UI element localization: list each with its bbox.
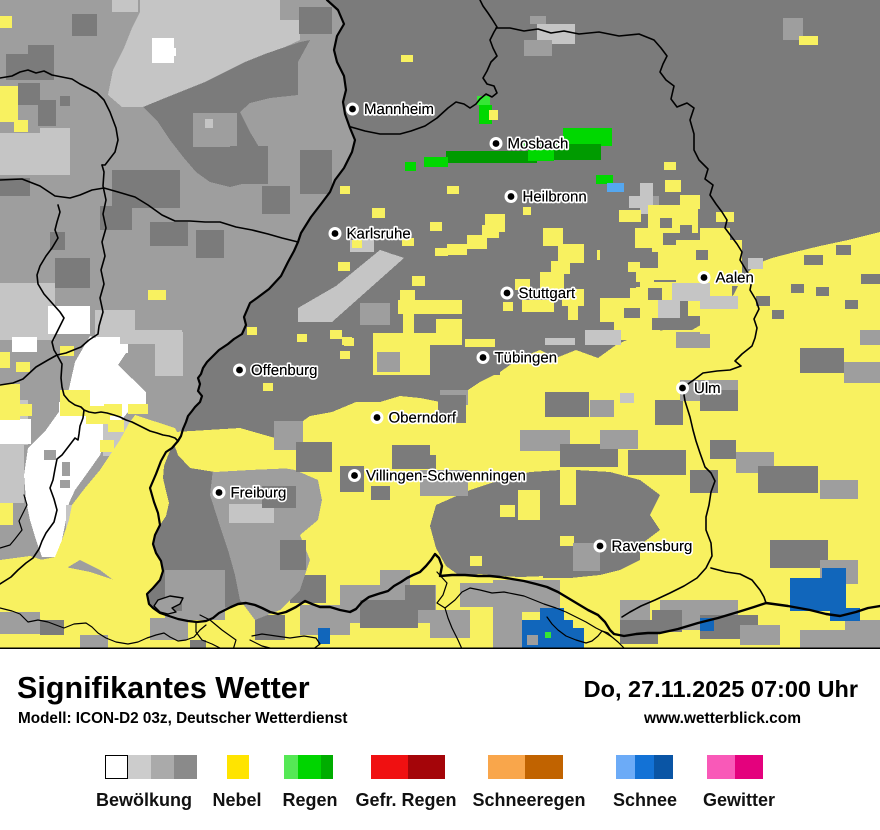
svg-text:Oberndorf: Oberndorf: [389, 410, 457, 427]
svg-text:Ravensburg: Ravensburg: [612, 538, 693, 555]
svg-text:Freiburg: Freiburg: [231, 485, 287, 502]
svg-text:Aalen: Aalen: [716, 270, 754, 287]
svg-text:Karlsruhe: Karlsruhe: [347, 226, 411, 243]
svg-text:Mosbach: Mosbach: [508, 136, 569, 153]
svg-text:Mosbach: Mosbach: [508, 136, 569, 153]
svg-text:Tübingen: Tübingen: [495, 350, 558, 367]
svg-text:Ulm: Ulm: [694, 380, 721, 397]
svg-text:Ravensburg: Ravensburg: [612, 538, 693, 555]
svg-text:Freiburg: Freiburg: [231, 485, 287, 502]
svg-text:Karlsruhe: Karlsruhe: [347, 226, 411, 243]
svg-text:Oberndorf: Oberndorf: [389, 410, 457, 427]
svg-text:Aalen: Aalen: [716, 270, 754, 287]
svg-text:Stuttgart: Stuttgart: [519, 285, 577, 302]
svg-text:Offenburg: Offenburg: [251, 362, 317, 379]
svg-text:Mannheim: Mannheim: [364, 101, 434, 118]
svg-text:Stuttgart: Stuttgart: [519, 285, 577, 302]
svg-text:Villingen-Schwenningen: Villingen-Schwenningen: [366, 468, 526, 485]
svg-text:Ulm: Ulm: [694, 380, 721, 397]
svg-text:Villingen-Schwenningen: Villingen-Schwenningen: [366, 468, 526, 485]
svg-text:Mannheim: Mannheim: [364, 101, 434, 118]
svg-text:Heilbronn: Heilbronn: [523, 189, 587, 206]
svg-text:Offenburg: Offenburg: [251, 362, 317, 379]
svg-text:Tübingen: Tübingen: [495, 350, 558, 367]
svg-text:Heilbronn: Heilbronn: [523, 189, 587, 206]
